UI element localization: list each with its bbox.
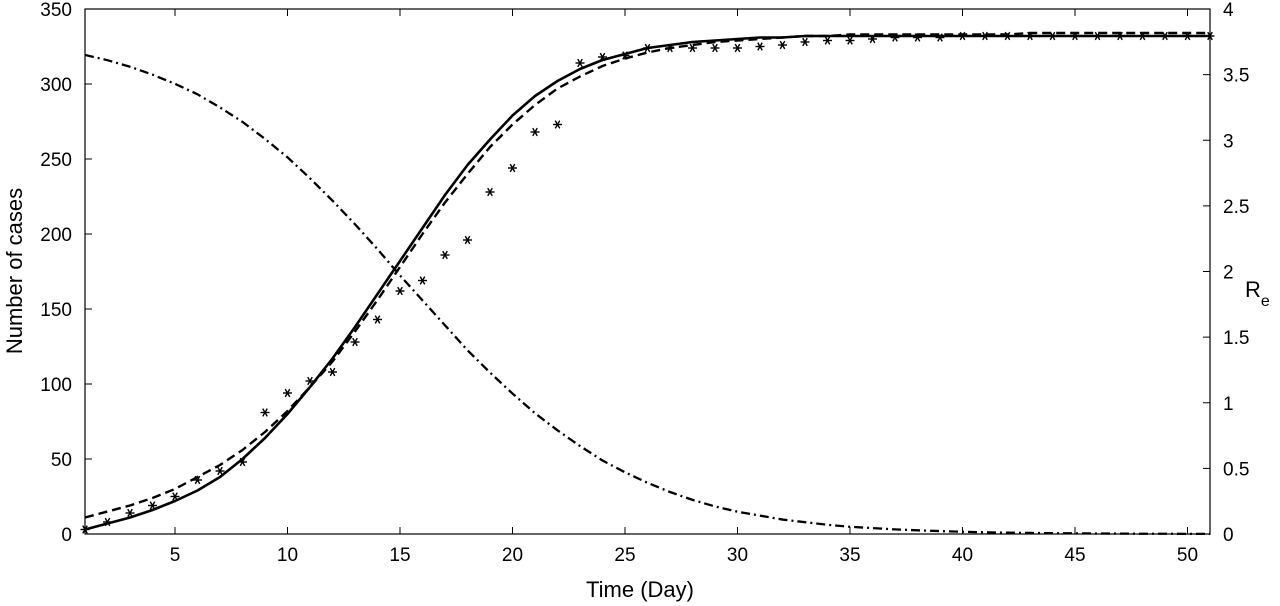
x-tick-label: 25 — [614, 545, 635, 566]
data-point — [710, 43, 720, 53]
data-point — [800, 37, 810, 47]
left-y-tick-label: 200 — [40, 225, 72, 246]
observed-data-markers — [80, 31, 1215, 534]
x-tick-label: 10 — [277, 545, 298, 566]
right-y-tick-label: 2 — [1223, 263, 1234, 284]
dash-dot-curve — [84, 53, 1210, 536]
right-y-tick-label: 1.5 — [1223, 328, 1249, 349]
right-y-axis-label: Re — [1245, 277, 1270, 310]
x-tick-label: 5 — [170, 545, 181, 566]
data-point — [508, 163, 517, 173]
right-y-tick-label: 4 — [1223, 0, 1234, 21]
data-point — [395, 286, 405, 296]
data-point — [215, 466, 225, 476]
data-point — [845, 36, 855, 45]
x-tick-label: 50 — [1177, 545, 1198, 566]
left-y-tick-label: 100 — [40, 375, 72, 396]
left-y-tick-label: 150 — [40, 300, 72, 321]
plot-frame — [84, 8, 1211, 535]
data-point — [553, 120, 562, 129]
dashed-curve — [84, 31, 1210, 519]
x-tick-label: 15 — [389, 545, 410, 566]
left-y-tick-label: 250 — [40, 150, 72, 171]
data-point — [418, 276, 427, 285]
data-point — [485, 187, 495, 197]
left-y-axis-label: Number of cases — [2, 188, 27, 354]
data-point — [463, 235, 472, 245]
right-y-tick-label: 3.5 — [1223, 66, 1249, 87]
x-tick-label: 35 — [839, 545, 860, 566]
data-point — [778, 40, 787, 50]
x-tick-label: 45 — [1064, 545, 1085, 566]
right-y-tick-label: 0.5 — [1223, 459, 1249, 480]
data-point — [823, 36, 832, 45]
data-point — [125, 508, 135, 518]
x-axis-label: Time (Day) — [586, 577, 694, 602]
x-tick-label: 40 — [952, 545, 973, 566]
right-y-tick-label: 0 — [1223, 525, 1234, 546]
left-y-tick-label: 300 — [40, 75, 72, 96]
x-tick-label: 30 — [727, 545, 748, 566]
left-y-tick-label: 50 — [51, 450, 72, 471]
data-point — [350, 337, 360, 347]
data-point — [283, 388, 292, 398]
x-tick-label: 20 — [502, 545, 523, 566]
data-point — [440, 250, 450, 260]
right-y-axis-label-subscript: e — [1261, 293, 1270, 310]
solid-curve — [84, 34, 1210, 531]
right-y-tick-label: 1 — [1223, 394, 1234, 415]
series-group — [80, 31, 1215, 536]
data-point — [733, 43, 742, 53]
left-y-tick-label: 350 — [40, 0, 72, 21]
data-point — [328, 367, 337, 377]
data-point — [260, 408, 270, 417]
right-y-axis-label-main: R — [1245, 277, 1261, 302]
data-point — [373, 315, 382, 324]
data-point — [530, 127, 540, 137]
left-y-tick-label: 0 — [61, 525, 72, 546]
right-y-tick-label: 2.5 — [1223, 197, 1249, 218]
data-point — [755, 42, 765, 51]
data-point — [575, 58, 585, 68]
ticks-group: 5 10 15 20 25 30 35 40 45 50050100150200250300350… — [40, 0, 1249, 566]
right-y-tick-label: 3 — [1223, 131, 1234, 152]
